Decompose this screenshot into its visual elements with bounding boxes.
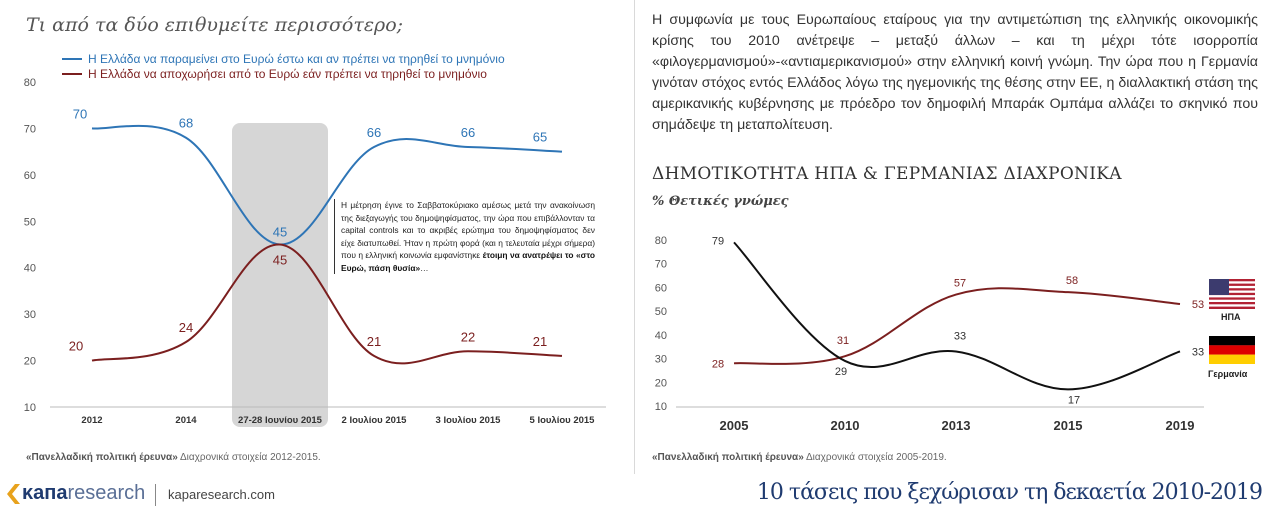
y-tick-label: 20 bbox=[655, 377, 667, 389]
data-label: 21 bbox=[533, 334, 547, 349]
y-tick-label: 70 bbox=[655, 259, 667, 271]
intro-paragraph: Η συμφωνία με τους Ευρωπαίους εταίρους γ… bbox=[652, 12, 1258, 133]
right-chart-subtitle: % Θετικές γνώμες bbox=[652, 194, 789, 209]
annotation-bold-text: έτοιμη να ανατρέψει το «στο Ευρώ, πάση θ… bbox=[341, 250, 595, 273]
left-source-bold: «Πανελλαδική πολιτική έρευνα» bbox=[26, 452, 178, 463]
kapa-research-logo: κапа research bbox=[6, 482, 145, 505]
data-label: 24 bbox=[179, 320, 193, 335]
left-chart-title: Τι από τα δύο επιθυμείτε περισσότερο; bbox=[26, 14, 404, 36]
y-tick-label: 60 bbox=[655, 282, 667, 294]
y-tick-label: 30 bbox=[655, 354, 667, 366]
data-label: 20 bbox=[69, 339, 83, 354]
series-line-1 bbox=[733, 241, 1181, 391]
right-source-note: «Πανελλαδική πολιτική έρευνα» Διαχρονικά… bbox=[652, 452, 947, 463]
y-tick-label: 20 bbox=[24, 356, 36, 368]
data-label: 45 bbox=[273, 253, 287, 268]
data-label: 33 bbox=[1192, 346, 1204, 358]
data-label: 28 bbox=[712, 358, 724, 370]
data-label: 53 bbox=[1192, 299, 1204, 311]
x-tick-label: 27-28 Ιουνίου 2015 bbox=[238, 415, 323, 426]
germany-flag-icon bbox=[1209, 336, 1255, 364]
right-line-chart: 10 20 30 40 50 60 70 80 2005 2010 2013 2015 2019 28 31… bbox=[655, 235, 1204, 433]
y-tick-label: 10 bbox=[24, 402, 36, 414]
y-tick-label: 50 bbox=[24, 216, 36, 228]
logo-text-bold: κапа bbox=[22, 482, 68, 504]
x-tick-label: 2019 bbox=[1166, 418, 1195, 433]
x-tick-label: 2010 bbox=[831, 418, 860, 433]
data-label: 66 bbox=[461, 125, 475, 140]
footer-url-link[interactable]: kaparesearch.com bbox=[168, 487, 275, 502]
y-tick-label: 40 bbox=[655, 330, 667, 342]
legend-item-stay: Η Ελλάδα να παραμείνει στο Ευρώ έστω και… bbox=[62, 52, 505, 66]
data-label: 22 bbox=[461, 329, 475, 344]
y-tick-label: 70 bbox=[24, 123, 36, 135]
section-divider bbox=[634, 0, 635, 474]
data-label: 31 bbox=[837, 335, 849, 347]
data-label: 33 bbox=[954, 330, 966, 342]
x-tick-label: 2 Ιουλίου 2015 bbox=[342, 415, 408, 426]
data-label: 58 bbox=[1066, 275, 1078, 287]
left-source-rest: Διαχρονικά στοιχεία 2012-2015. bbox=[177, 452, 321, 463]
legend-label-stay: Η Ελλάδα να παραμείνει στο Ευρώ έστω και… bbox=[88, 52, 505, 66]
annotation-ellipsis: … bbox=[420, 262, 429, 273]
referendum-annotation: Η μέτρηση έγινε το Σαββατοκύριακο αμέσως… bbox=[334, 199, 595, 274]
right-source-bold: «Πανελλαδική πολιτική έρευνα» bbox=[652, 452, 804, 463]
legend-item-leave: Η Ελλάδα να αποχωρήσει από το Ευρώ εάν π… bbox=[62, 67, 487, 81]
y-tick-label: 80 bbox=[24, 77, 36, 89]
data-label: 70 bbox=[73, 106, 87, 121]
x-tick-label: 3 Ιουλίου 2015 bbox=[436, 415, 502, 426]
series-line-1 bbox=[91, 243, 563, 365]
y-tick-label: 10 bbox=[655, 401, 667, 413]
y-tick-label: 60 bbox=[24, 170, 36, 182]
left-line-chart: 10 20 30 40 50 60 70 80 2012 2014 27-28 Ιουνίου 20… bbox=[24, 77, 606, 427]
series-line-0 bbox=[91, 124, 563, 246]
logo-mark-icon bbox=[7, 483, 20, 504]
series-line-0 bbox=[733, 287, 1181, 365]
x-tick-label: 2013 bbox=[942, 418, 971, 433]
annotation-text: Η μέτρηση έγινε το Σαββατοκύριακο αμέσως… bbox=[341, 200, 595, 260]
usa-flag-label: ΗΠΑ bbox=[1221, 312, 1241, 322]
x-tick-label: 2012 bbox=[81, 415, 102, 426]
data-label: 79 bbox=[712, 235, 724, 247]
x-tick-label: 2014 bbox=[175, 415, 197, 426]
right-source-rest: Διαχρονικά στοιχεία 2005-2019. bbox=[803, 452, 947, 463]
y-tick-label: 80 bbox=[655, 235, 667, 247]
y-tick-label: 30 bbox=[24, 309, 36, 321]
x-tick-label: 2015 bbox=[1054, 418, 1083, 433]
legend-swatch-stay bbox=[62, 58, 82, 60]
x-tick-label: 2005 bbox=[720, 418, 749, 433]
logo-text-light: research bbox=[67, 482, 146, 504]
data-label: 57 bbox=[954, 278, 966, 290]
data-label: 29 bbox=[835, 366, 847, 378]
legend-label-leave: Η Ελλάδα να αποχωρήσει από το Ευρώ εάν π… bbox=[88, 67, 487, 81]
data-label: 66 bbox=[367, 125, 381, 140]
usa-flag-icon bbox=[1209, 279, 1255, 309]
highlight-band bbox=[232, 123, 328, 427]
y-tick-label: 40 bbox=[24, 263, 36, 275]
right-chart-title: ΔΗΜΟΤΙΚΟΤΗΤΑ ΗΠΑ & ΓΕΡΜΑΝΙΑΣ ΔΙΑΧΡΟΝΙΚΑ bbox=[652, 164, 1122, 184]
left-source-note: «Πανελλαδική πολιτική έρευνα» Διαχρονικά… bbox=[26, 452, 321, 463]
y-tick-label: 50 bbox=[655, 306, 667, 318]
germany-flag-label: Γερμανία bbox=[1208, 369, 1248, 379]
x-tick-label: 5 Ιουλίου 2015 bbox=[530, 415, 596, 426]
legend-swatch-leave bbox=[62, 73, 82, 75]
data-label: 21 bbox=[367, 334, 381, 349]
data-label: 45 bbox=[273, 225, 287, 240]
footer-tagline: 10 τάσεις που ξεχώρισαν τη δεκαετία 2010… bbox=[756, 480, 1263, 505]
data-label: 17 bbox=[1068, 394, 1080, 406]
data-label: 68 bbox=[179, 116, 193, 131]
footer-separator bbox=[155, 484, 156, 506]
data-label: 65 bbox=[533, 130, 547, 145]
